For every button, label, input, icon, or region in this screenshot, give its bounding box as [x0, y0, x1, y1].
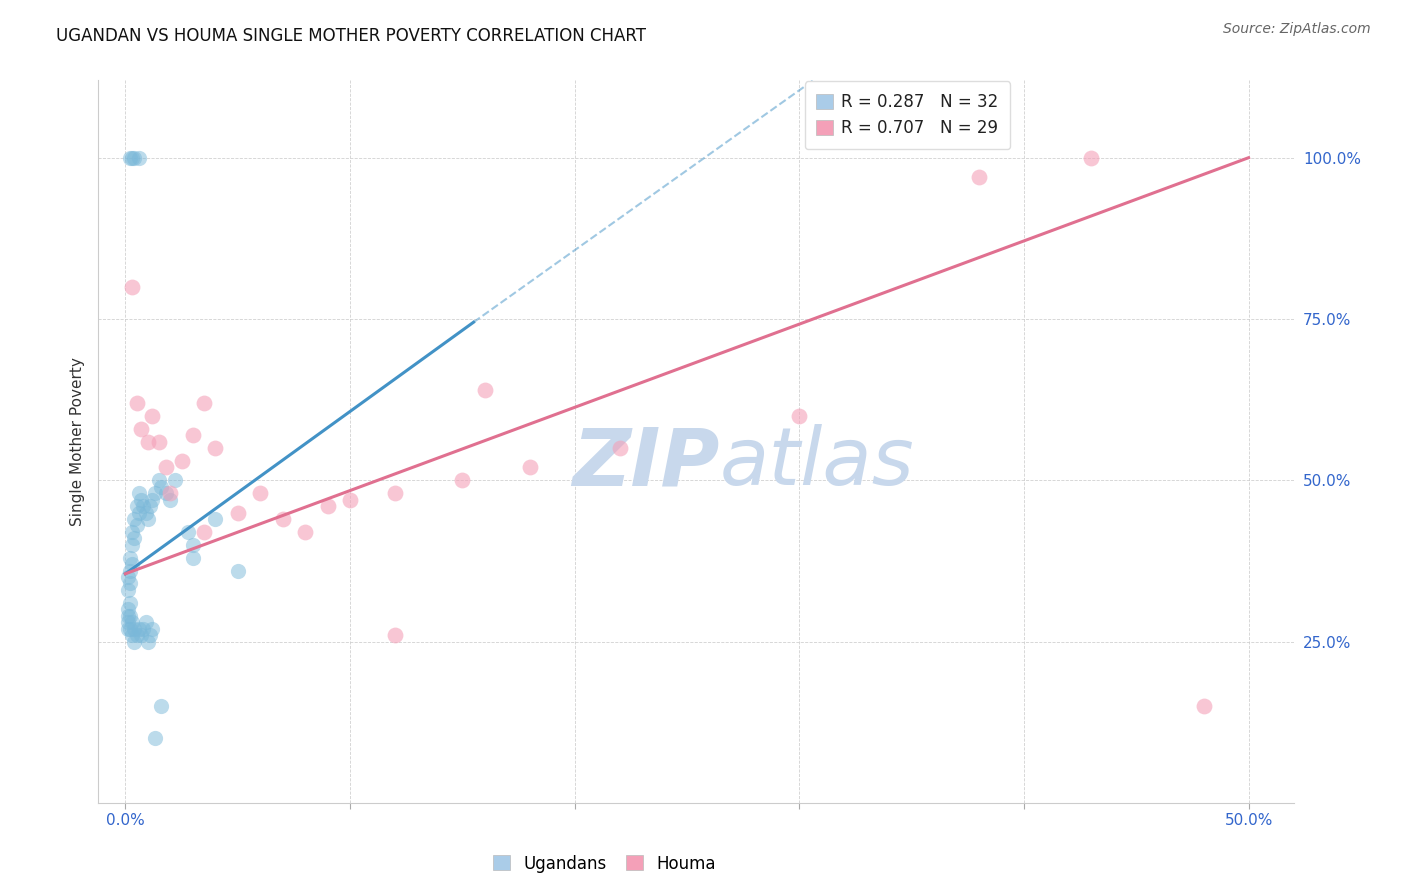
Point: [141, 492, 163, 507]
Point: [1192, 699, 1215, 714]
Point: [117, 615, 139, 630]
Point: [519, 460, 541, 475]
Text: atlas: atlas: [720, 425, 915, 502]
Point: [121, 538, 143, 552]
Point: [118, 576, 141, 591]
Point: [141, 622, 163, 636]
Point: [125, 499, 148, 513]
Point: [132, 499, 155, 513]
Legend: Ugandans, Houma: Ugandans, Houma: [486, 848, 723, 880]
Point: [316, 499, 339, 513]
Point: [159, 486, 181, 500]
Point: [204, 441, 226, 455]
Text: UGANDAN VS HOUMA SINGLE MOTHER POVERTY CORRELATION CHART: UGANDAN VS HOUMA SINGLE MOTHER POVERTY C…: [56, 27, 647, 45]
Point: [118, 550, 141, 565]
Point: [129, 492, 152, 507]
Point: [384, 628, 406, 642]
Point: [193, 524, 215, 539]
Point: [143, 731, 166, 746]
Point: [124, 622, 146, 636]
Point: [170, 454, 193, 468]
Point: [139, 499, 162, 513]
Point: [121, 279, 143, 293]
Point: [150, 699, 173, 714]
Point: [117, 602, 139, 616]
Y-axis label: Single Mother Poverty: Single Mother Poverty: [69, 357, 84, 526]
Point: [129, 628, 152, 642]
Point: [150, 480, 173, 494]
Point: [121, 524, 143, 539]
Point: [121, 557, 143, 571]
Point: [193, 396, 215, 410]
Point: [181, 428, 204, 442]
Point: [181, 550, 204, 565]
Point: [474, 383, 496, 397]
Point: [139, 628, 162, 642]
Point: [128, 622, 150, 636]
Point: [117, 570, 139, 584]
Point: [117, 608, 139, 623]
Point: [121, 615, 143, 630]
Point: [155, 460, 177, 475]
Point: [121, 628, 143, 642]
Point: [136, 434, 159, 449]
Point: [177, 524, 200, 539]
Point: [132, 622, 155, 636]
Point: [384, 486, 406, 500]
Point: [124, 512, 146, 526]
Point: [121, 151, 143, 165]
Point: [226, 564, 249, 578]
Point: [249, 486, 271, 500]
Point: [148, 434, 170, 449]
Legend: R = 0.287   N = 32, R = 0.707   N = 29: R = 0.287 N = 32, R = 0.707 N = 29: [804, 81, 1011, 149]
Point: [204, 512, 226, 526]
Point: [125, 518, 148, 533]
Point: [148, 473, 170, 487]
Point: [294, 524, 316, 539]
Point: [117, 582, 139, 597]
Point: [128, 486, 150, 500]
Point: [143, 486, 166, 500]
Point: [271, 512, 294, 526]
Point: [128, 506, 150, 520]
Point: [118, 596, 141, 610]
Point: [117, 622, 139, 636]
Point: [118, 151, 141, 165]
Point: [226, 506, 249, 520]
Point: [141, 409, 163, 423]
Point: [118, 622, 141, 636]
Point: [125, 396, 148, 410]
Point: [967, 169, 990, 184]
Point: [118, 608, 141, 623]
Point: [124, 531, 146, 545]
Text: Source: ZipAtlas.com: Source: ZipAtlas.com: [1223, 22, 1371, 37]
Point: [135, 615, 157, 630]
Point: [129, 422, 152, 436]
Point: [1080, 151, 1102, 165]
Point: [181, 538, 204, 552]
Point: [609, 441, 631, 455]
Point: [124, 634, 146, 648]
Point: [163, 473, 186, 487]
Text: ZIP: ZIP: [572, 425, 720, 502]
Point: [124, 151, 146, 165]
Point: [125, 628, 148, 642]
Point: [339, 492, 361, 507]
Point: [787, 409, 810, 423]
Point: [136, 512, 159, 526]
Point: [136, 634, 159, 648]
Point: [451, 473, 474, 487]
Point: [128, 151, 150, 165]
Point: [118, 564, 141, 578]
Point: [159, 492, 181, 507]
Point: [155, 486, 177, 500]
Point: [135, 506, 157, 520]
